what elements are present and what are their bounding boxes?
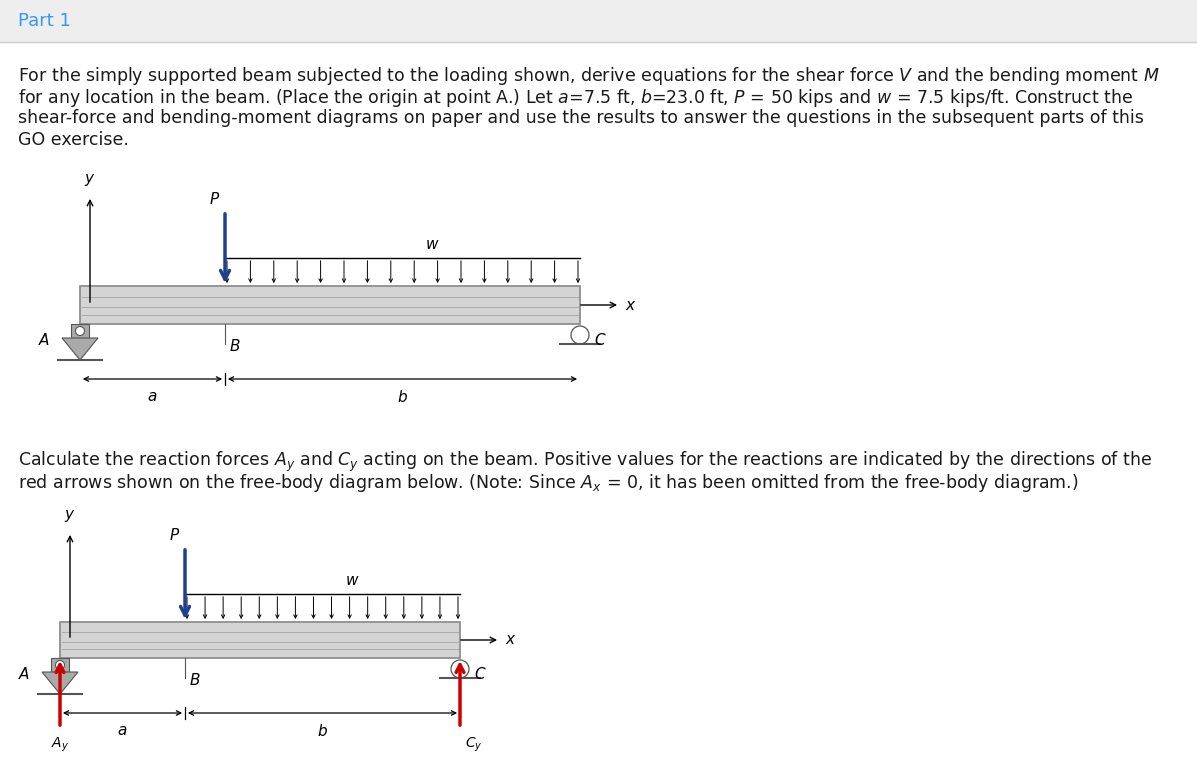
Text: GO exercise.: GO exercise. — [18, 131, 129, 149]
Text: For the simply supported beam subjected to the loading shown, derive equations f: For the simply supported beam subjected … — [18, 65, 1160, 87]
Text: $y$: $y$ — [84, 172, 96, 188]
Circle shape — [571, 326, 589, 344]
Polygon shape — [62, 338, 98, 360]
Text: $w$: $w$ — [425, 237, 439, 252]
Text: $C$: $C$ — [594, 332, 607, 348]
Bar — [71, 324, 89, 338]
Bar — [60, 622, 460, 658]
Circle shape — [55, 660, 65, 670]
Text: $A$: $A$ — [38, 332, 50, 348]
Circle shape — [75, 326, 85, 336]
Text: $b$: $b$ — [397, 389, 408, 405]
Text: $w$: $w$ — [345, 573, 360, 588]
Text: red arrows shown on the free-body diagram below. (Note: Since $A_x$ = 0, it has : red arrows shown on the free-body diagra… — [18, 472, 1078, 494]
Text: $A$: $A$ — [18, 666, 30, 682]
Text: $B$: $B$ — [189, 672, 201, 688]
Text: $B$: $B$ — [229, 338, 241, 354]
Polygon shape — [42, 672, 78, 694]
Text: $b$: $b$ — [317, 723, 328, 739]
Text: shear-force and bending-moment diagrams on paper and use the results to answer t: shear-force and bending-moment diagrams … — [18, 109, 1144, 127]
Circle shape — [451, 660, 469, 678]
Text: $a$: $a$ — [117, 723, 128, 738]
Text: $x$: $x$ — [625, 298, 637, 312]
Text: $x$: $x$ — [505, 632, 517, 647]
Text: $A_y$: $A_y$ — [51, 736, 69, 754]
Text: $a$: $a$ — [147, 389, 158, 404]
Text: $C$: $C$ — [474, 666, 487, 682]
Bar — [0, 0, 1197, 42]
Text: $P$: $P$ — [208, 191, 220, 207]
Bar — [80, 286, 581, 324]
Text: Calculate the reaction forces $A_y$ and $C_y$ acting on the beam. Positive value: Calculate the reaction forces $A_y$ and … — [18, 450, 1153, 474]
Text: for any location in the beam. (Place the origin at point A.) Let $a$=7.5 ft, $b$: for any location in the beam. (Place the… — [18, 87, 1134, 109]
Text: $P$: $P$ — [169, 527, 180, 543]
Bar — [51, 658, 69, 672]
Text: $y$: $y$ — [65, 508, 75, 524]
Text: Part 1: Part 1 — [18, 12, 71, 30]
Text: $C_y$: $C_y$ — [464, 736, 482, 754]
